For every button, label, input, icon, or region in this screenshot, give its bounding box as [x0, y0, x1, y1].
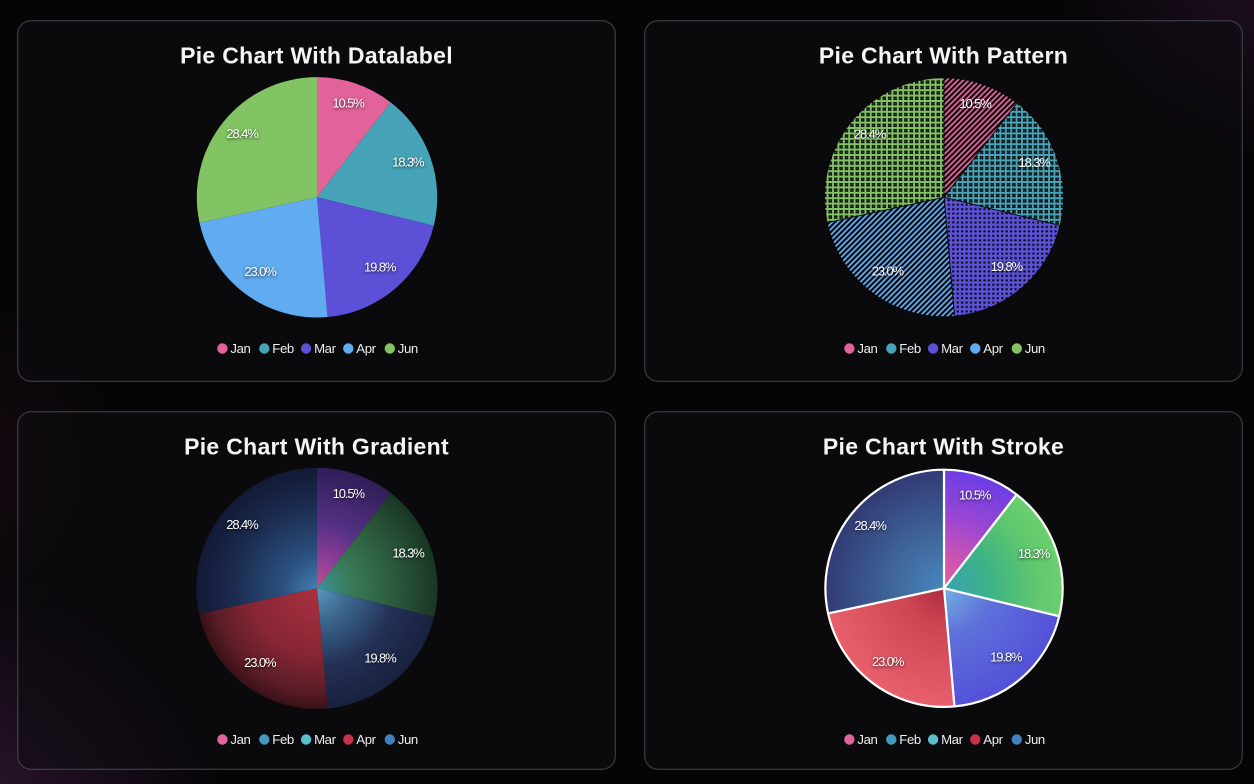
svg-text:Feb: Feb [899, 732, 921, 747]
svg-text:Jun: Jun [397, 732, 417, 747]
svg-text:Jun: Jun [1024, 341, 1044, 356]
svg-text:Jan: Jan [857, 341, 877, 356]
svg-text:23.0%: 23.0% [244, 655, 277, 670]
svg-text:23.0%: 23.0% [872, 653, 905, 668]
svg-text:28.4%: 28.4% [854, 126, 887, 141]
svg-text:19.8%: 19.8% [364, 650, 397, 665]
svg-text:18.3%: 18.3% [392, 154, 425, 169]
svg-text:Jun: Jun [1024, 732, 1044, 747]
svg-text:18.3%: 18.3% [1018, 154, 1051, 169]
svg-text:10.5%: 10.5% [959, 487, 992, 502]
svg-text:Pie Chart With Stroke: Pie Chart With Stroke [822, 433, 1063, 459]
svg-text:Mar: Mar [314, 341, 337, 356]
svg-text:19.8%: 19.8% [990, 649, 1023, 664]
svg-text:10.5%: 10.5% [332, 486, 365, 501]
svg-text:19.8%: 19.8% [364, 259, 397, 274]
svg-text:Pie Chart With Gradient: Pie Chart With Gradient [184, 433, 449, 459]
svg-text:Feb: Feb [899, 341, 921, 356]
svg-text:Pie Chart With Datalabel: Pie Chart With Datalabel [180, 42, 453, 68]
svg-text:10.5%: 10.5% [332, 95, 365, 110]
svg-text:Feb: Feb [272, 732, 294, 747]
svg-text:18.3%: 18.3% [392, 545, 425, 560]
svg-text:10.5%: 10.5% [959, 96, 992, 111]
svg-text:Mar: Mar [314, 732, 337, 747]
svg-text:19.8%: 19.8% [990, 258, 1023, 273]
svg-text:Apr: Apr [983, 341, 1003, 356]
svg-text:Feb: Feb [272, 341, 294, 356]
svg-text:Mar: Mar [941, 732, 964, 747]
svg-text:Apr: Apr [356, 341, 376, 356]
svg-text:Pie Chart With Pattern: Pie Chart With Pattern [818, 42, 1067, 68]
svg-text:Jan: Jan [230, 732, 250, 747]
svg-text:18.3%: 18.3% [1018, 546, 1051, 561]
svg-text:Apr: Apr [983, 732, 1003, 747]
svg-text:Apr: Apr [356, 732, 376, 747]
svg-text:28.4%: 28.4% [226, 516, 259, 531]
svg-text:Jun: Jun [397, 341, 417, 356]
svg-text:28.4%: 28.4% [854, 517, 887, 532]
svg-text:Jan: Jan [857, 732, 877, 747]
svg-text:Jan: Jan [230, 341, 250, 356]
svg-text:23.0%: 23.0% [244, 263, 277, 278]
svg-text:Mar: Mar [941, 341, 964, 356]
svg-text:28.4%: 28.4% [226, 126, 259, 141]
svg-text:23.0%: 23.0% [871, 263, 904, 278]
